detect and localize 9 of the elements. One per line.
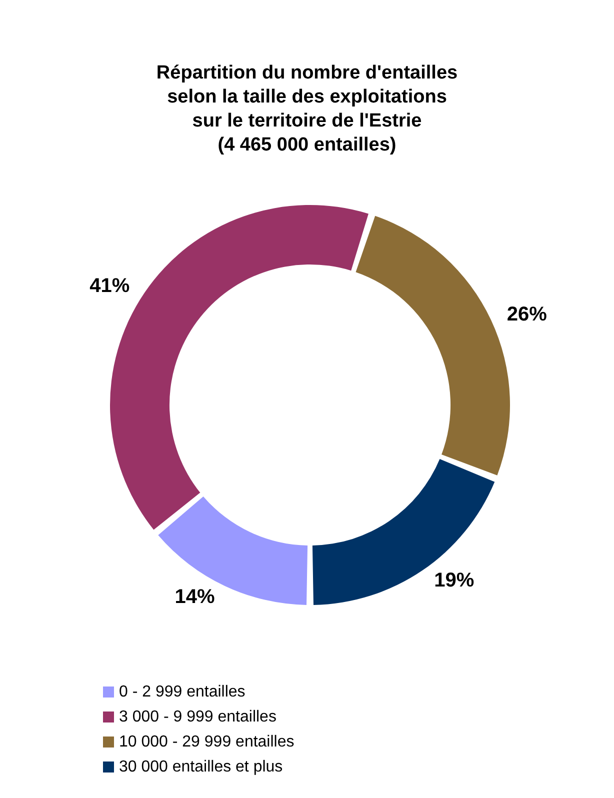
legend-label: 3 000 - 9 999 entailles [119,708,276,726]
data-label: 41% [90,274,130,297]
legend-label: 30 000 entailles et plus [119,758,283,776]
data-label: 14% [174,586,215,608]
data-label: 26% [506,304,548,326]
legend-label: 0 - 2 999 entailles [119,684,246,700]
legend-label: 10 000 - 29 999 entailles [119,734,294,750]
chart-title: Répartition du nombre d'entailles selon la taille des exploitations sur le territoire de l'Estrie (4 465 000 entailles) [156,62,458,156]
data-label: 19% [434,569,474,592]
